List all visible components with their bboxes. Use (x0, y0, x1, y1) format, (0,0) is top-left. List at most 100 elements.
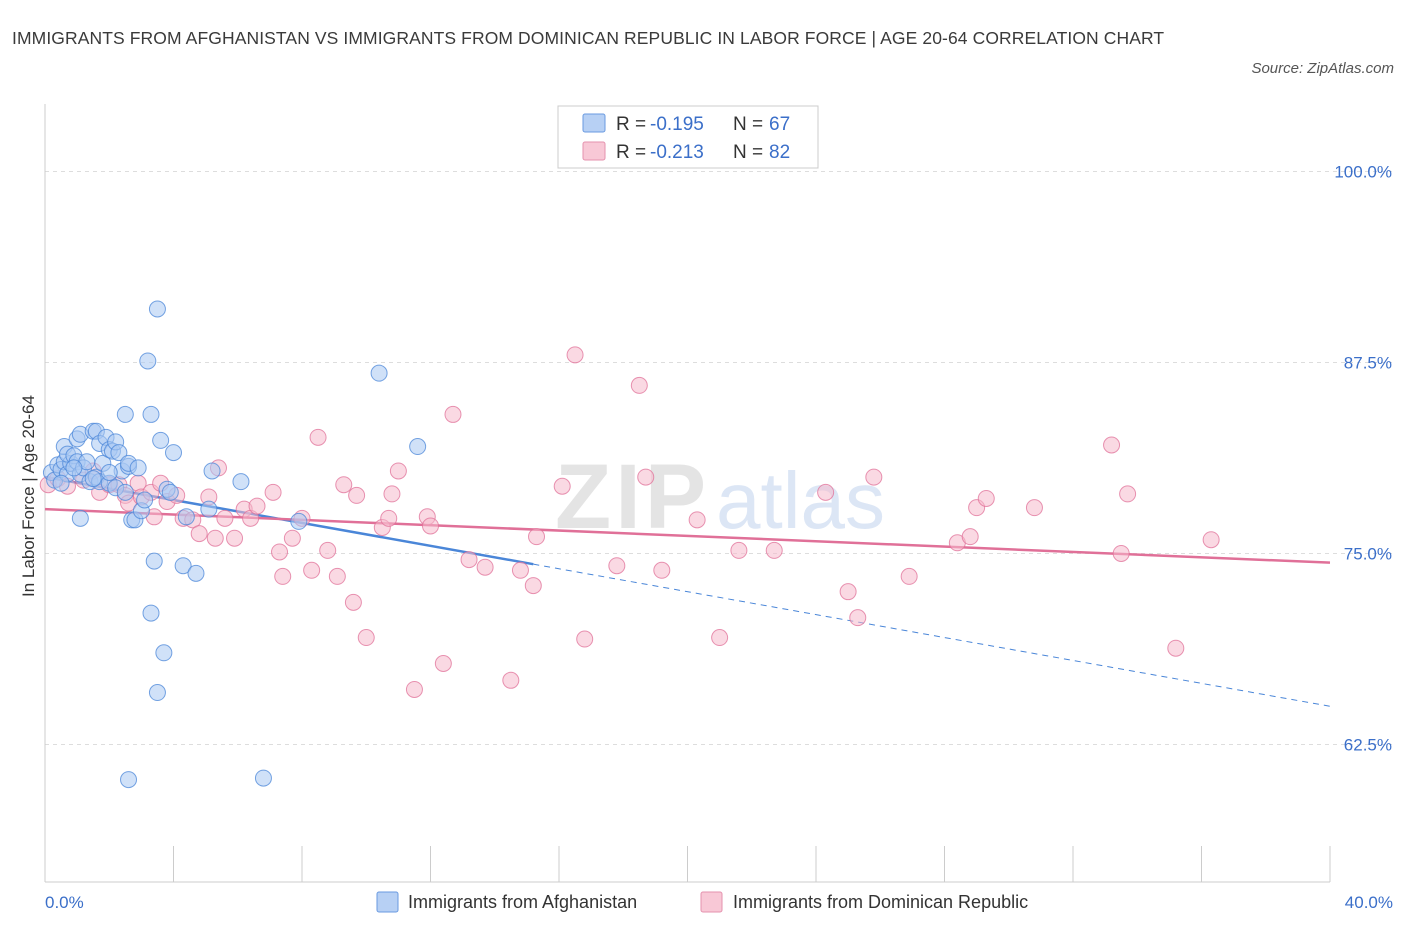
point-dominican (511, 561, 529, 579)
x-tick-label: 0.0% (45, 893, 84, 912)
point-dominican (688, 511, 706, 529)
point-afghanistan (120, 771, 138, 789)
grid (45, 170, 1392, 745)
point-dominican (1202, 531, 1220, 549)
point-afghanistan (116, 405, 134, 423)
point-afghanistan (148, 300, 166, 318)
legend-swatch-afghanistan (582, 113, 606, 133)
point-dominican (328, 567, 346, 585)
point-dominican (264, 483, 282, 501)
point-dominican (839, 583, 857, 601)
legend-r-value-2: -0.213 (650, 142, 704, 163)
point-afghanistan (84, 470, 102, 488)
point-afghanistan (254, 769, 272, 787)
axes (44, 104, 1331, 883)
point-dominican (476, 558, 494, 576)
point-dominican (434, 654, 452, 672)
point-dominican (977, 489, 995, 507)
point-dominican (248, 497, 266, 515)
point-dominican (389, 462, 407, 480)
data-points (39, 300, 1220, 789)
point-afghanistan (142, 405, 160, 423)
point-dominican (566, 346, 584, 364)
point-afghanistan (187, 564, 205, 582)
bottom-legend-swatch-dominican (700, 891, 723, 913)
trend-line-afghanistan-dashed (533, 563, 1331, 707)
point-dominican (444, 405, 462, 423)
bottom-legend-label-dominican: Immigrants from Dominican Republic (733, 892, 1028, 912)
point-dominican (1167, 639, 1185, 657)
tick-labels: 62.5% 75.0% 87.5% 100.0% 0.0% 40.0% (45, 162, 1393, 912)
point-dominican (357, 629, 375, 647)
point-afghanistan (145, 552, 163, 570)
point-afghanistan (139, 352, 157, 370)
point-dominican (637, 468, 655, 486)
y-tick-label: 62.5% (1344, 735, 1392, 754)
bottom-legend-swatch-afghanistan (376, 891, 399, 913)
point-dominican (344, 593, 362, 611)
legend-r-label-1: R = (616, 114, 646, 135)
point-afghanistan (290, 512, 308, 530)
point-dominican (653, 561, 671, 579)
point-dominican (900, 567, 918, 585)
point-dominican (226, 529, 244, 547)
legend-n-label-1: N = (733, 114, 763, 135)
point-dominican (309, 428, 327, 446)
point-dominican (730, 541, 748, 559)
point-dominican (216, 509, 234, 527)
point-afghanistan (52, 474, 70, 492)
point-dominican (283, 529, 301, 547)
point-afghanistan (174, 557, 192, 575)
point-dominican (206, 529, 224, 547)
point-dominican (383, 485, 401, 503)
y-axis-label: In Labor Force | Age 20-64 (19, 395, 38, 597)
point-afghanistan (165, 444, 182, 462)
point-dominican (303, 561, 321, 579)
point-dominican (1112, 544, 1130, 562)
point-dominican (348, 486, 366, 504)
point-afghanistan (155, 644, 173, 662)
x-tick-label: 40.0% (1345, 893, 1393, 912)
legend-n-value-1: 67 (769, 114, 790, 135)
point-dominican (1119, 485, 1137, 503)
point-afghanistan (71, 509, 89, 527)
point-dominican (335, 476, 353, 494)
point-dominican (190, 525, 208, 543)
bottom-legend: Immigrants from Afghanistan Immigrants f… (376, 891, 1028, 913)
point-dominican (553, 477, 571, 495)
y-tick-label: 87.5% (1344, 353, 1392, 372)
point-dominican (380, 509, 398, 527)
point-afghanistan (152, 431, 170, 449)
point-dominican (817, 483, 835, 501)
bottom-legend-label-afghanistan: Immigrants from Afghanistan (408, 892, 637, 912)
point-dominican (502, 671, 520, 689)
point-afghanistan (142, 604, 160, 622)
legend: R = -0.195 N = 67 R = -0.213 N = 82 (557, 105, 819, 169)
point-afghanistan (100, 463, 118, 481)
legend-swatch-dominican (582, 141, 606, 161)
legend-r-value-1: -0.195 (650, 114, 704, 135)
point-dominican (528, 528, 546, 546)
point-dominican (422, 517, 439, 535)
point-dominican (865, 468, 883, 486)
point-afghanistan (161, 483, 179, 501)
point-dominican (765, 541, 783, 559)
point-dominican (1025, 499, 1043, 517)
point-afghanistan (177, 508, 195, 526)
point-afghanistan (200, 500, 218, 518)
point-afghanistan (409, 438, 427, 456)
point-afghanistan (65, 459, 83, 477)
point-afghanistan (232, 473, 250, 491)
point-dominican (608, 557, 626, 575)
point-dominican (576, 630, 594, 648)
point-afghanistan (136, 491, 154, 509)
point-afghanistan (370, 364, 388, 382)
point-dominican (711, 629, 729, 647)
point-dominican (1103, 436, 1121, 454)
point-dominican (630, 376, 648, 394)
point-dominican (961, 528, 979, 546)
y-tick-label: 75.0% (1344, 544, 1392, 563)
point-dominican (405, 680, 423, 698)
point-afghanistan (116, 483, 134, 501)
